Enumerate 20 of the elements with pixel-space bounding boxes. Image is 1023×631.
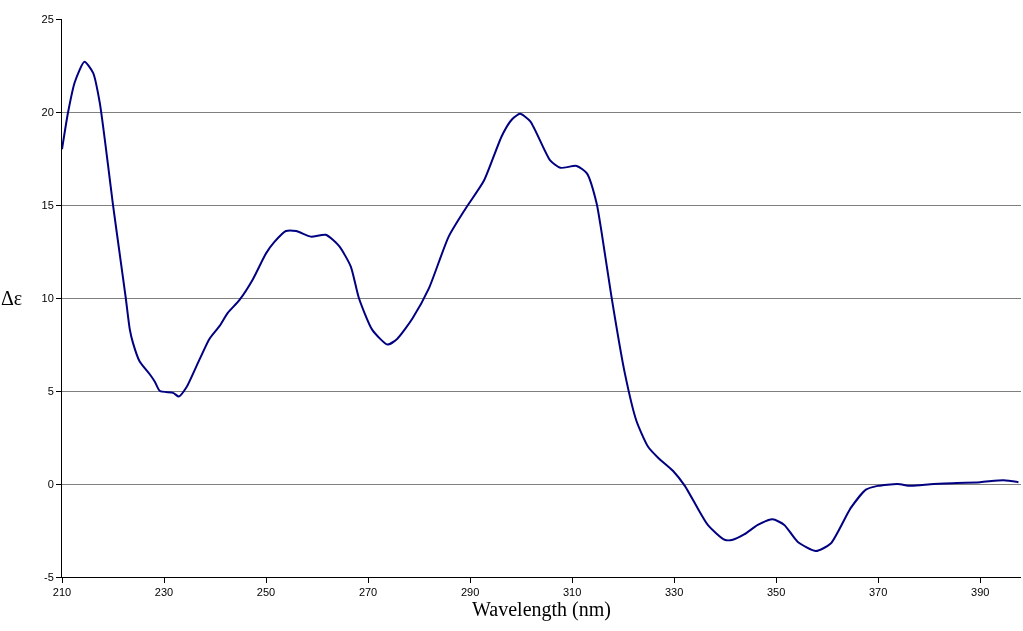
x-tick-label: 230 <box>154 586 174 599</box>
y-tick-label: 5 <box>47 384 54 397</box>
x-tick-label: 270 <box>358 586 378 599</box>
x-tick-label: 310 <box>562 586 582 599</box>
y-tick-label: -5 <box>44 570 54 583</box>
x-tick-label: 250 <box>256 586 276 599</box>
x-tick-label: 370 <box>868 586 888 599</box>
y-tick-label: 0 <box>47 477 54 490</box>
x-tick-label: 350 <box>766 586 786 599</box>
x-axis-title: Wavelength (nm) <box>472 598 611 622</box>
y-tick-label: 20 <box>41 105 54 118</box>
x-tick-label: 290 <box>460 586 480 599</box>
y-tick-label: 10 <box>41 291 54 304</box>
line-series <box>62 60 1020 552</box>
y-tick-label: 15 <box>41 198 54 211</box>
x-tick-label: 210 <box>52 586 72 599</box>
x-tick-label: 390 <box>971 586 990 599</box>
x-tick-label: 330 <box>664 586 684 599</box>
y-axis-title: Δε <box>1 287 23 309</box>
y-tick-label: 25 <box>41 12 54 25</box>
